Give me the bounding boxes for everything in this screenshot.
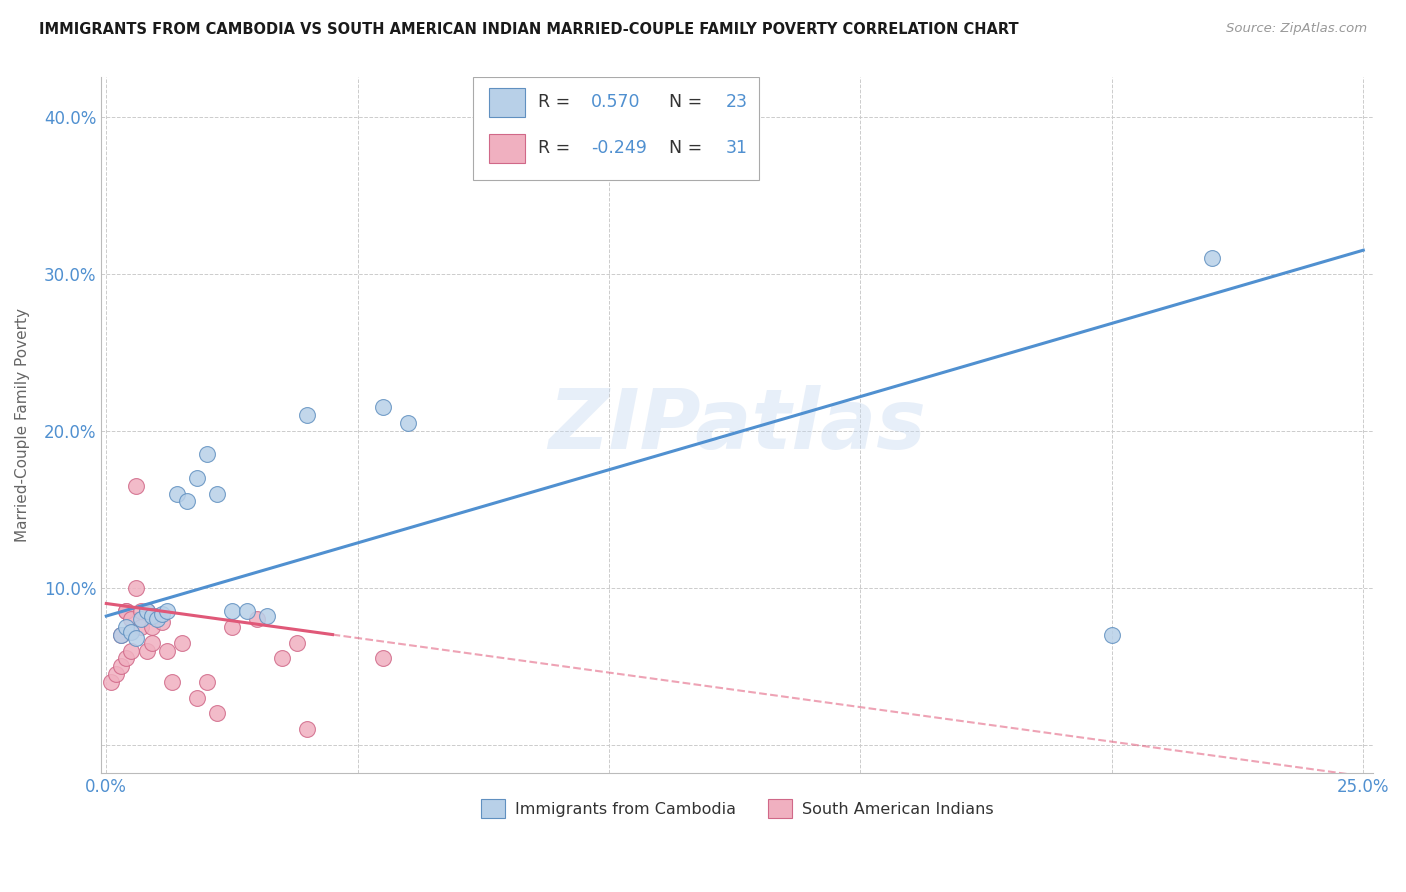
Point <box>110 659 132 673</box>
Point <box>271 651 294 665</box>
Point <box>125 631 148 645</box>
Point <box>150 615 173 630</box>
Point <box>135 604 157 618</box>
Point <box>166 486 188 500</box>
Point <box>221 604 243 618</box>
Point <box>285 636 308 650</box>
FancyBboxPatch shape <box>489 134 524 163</box>
Point <box>131 604 153 618</box>
Text: ZIPatlas: ZIPatlas <box>548 384 927 466</box>
Text: 0.570: 0.570 <box>591 94 641 112</box>
Point <box>145 612 167 626</box>
Point <box>256 609 278 624</box>
Point <box>371 651 394 665</box>
Point <box>115 604 138 618</box>
Point <box>246 612 269 626</box>
Point <box>150 607 173 622</box>
Point <box>110 628 132 642</box>
FancyBboxPatch shape <box>489 88 524 117</box>
Point <box>125 581 148 595</box>
Point <box>205 706 228 721</box>
Point <box>115 620 138 634</box>
Point <box>396 416 419 430</box>
Text: N =: N = <box>658 94 709 112</box>
Point <box>156 643 179 657</box>
FancyBboxPatch shape <box>472 78 759 180</box>
Point <box>371 401 394 415</box>
Point <box>1101 628 1123 642</box>
Point <box>205 486 228 500</box>
Point <box>141 609 163 624</box>
Text: 23: 23 <box>725 94 748 112</box>
Text: R =: R = <box>537 138 575 157</box>
Y-axis label: Married-Couple Family Poverty: Married-Couple Family Poverty <box>15 309 30 542</box>
Point <box>160 675 183 690</box>
Point <box>195 675 218 690</box>
Point <box>221 620 243 634</box>
Point <box>131 620 153 634</box>
Point <box>297 408 319 422</box>
Point <box>135 643 157 657</box>
Point <box>131 612 153 626</box>
Point <box>120 612 142 626</box>
Text: 31: 31 <box>725 138 748 157</box>
Point <box>176 494 198 508</box>
Point <box>141 636 163 650</box>
Point <box>1201 251 1223 265</box>
Text: Source: ZipAtlas.com: Source: ZipAtlas.com <box>1226 22 1367 36</box>
Point <box>115 651 138 665</box>
Point <box>145 609 167 624</box>
Point <box>105 667 128 681</box>
Point <box>236 604 259 618</box>
Point <box>141 620 163 634</box>
Text: -0.249: -0.249 <box>591 138 647 157</box>
Text: R =: R = <box>537 94 575 112</box>
Point <box>195 447 218 461</box>
Point <box>186 690 208 705</box>
Text: N =: N = <box>658 138 709 157</box>
Point <box>170 636 193 650</box>
Legend: Immigrants from Cambodia, South American Indians: Immigrants from Cambodia, South American… <box>475 793 1000 824</box>
Point <box>115 604 138 618</box>
Point <box>100 675 122 690</box>
Text: IMMIGRANTS FROM CAMBODIA VS SOUTH AMERICAN INDIAN MARRIED-COUPLE FAMILY POVERTY : IMMIGRANTS FROM CAMBODIA VS SOUTH AMERIC… <box>39 22 1019 37</box>
Point <box>135 604 157 618</box>
Point <box>186 471 208 485</box>
Point <box>125 479 148 493</box>
Point <box>120 624 142 639</box>
Point <box>297 722 319 736</box>
Point <box>110 628 132 642</box>
Point <box>156 604 179 618</box>
Point <box>120 643 142 657</box>
